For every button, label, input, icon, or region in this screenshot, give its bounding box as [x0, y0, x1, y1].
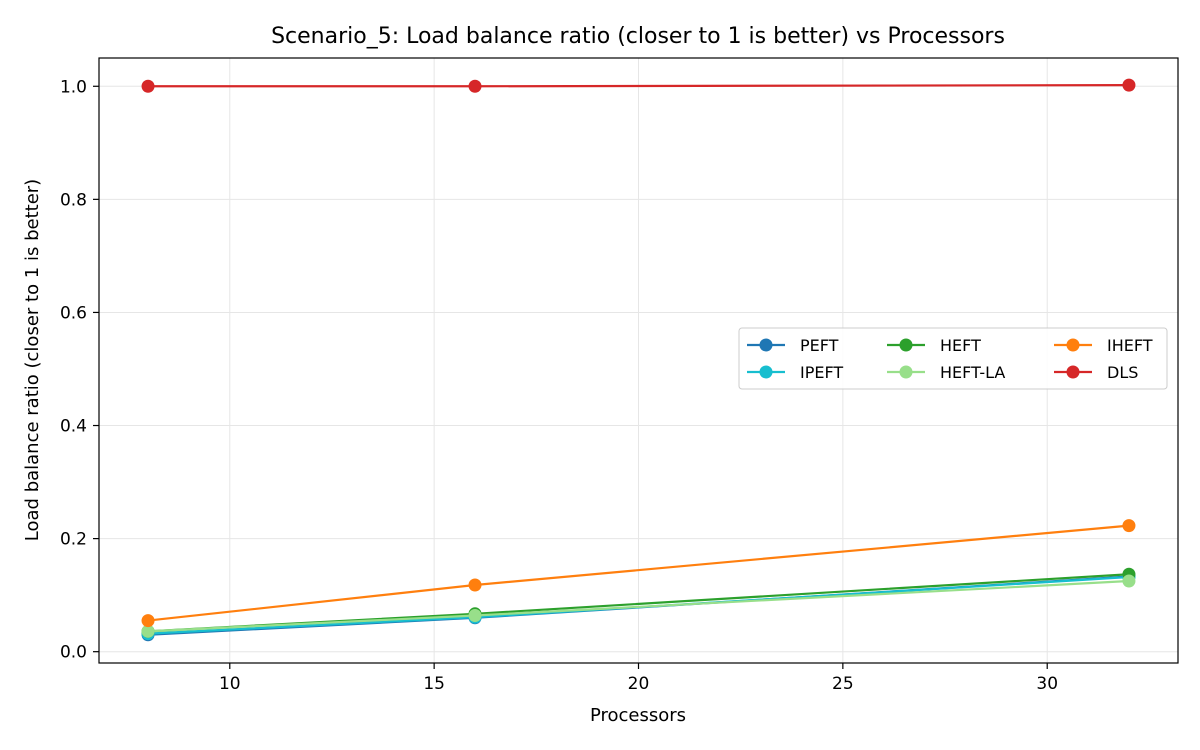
x-tick-label: 10 [219, 674, 241, 694]
ticks-layer: 10 15 20 25 30 0.0 0.2 0.4 0.6 0.8 1.0 [60, 77, 1058, 694]
y-tick-label: 0.8 [60, 190, 87, 210]
legend-box [738, 327, 1168, 390]
series-line-dls [148, 84, 1129, 88]
y-tick-label: 0.2 [60, 530, 87, 550]
x-tick-label: 15 [423, 674, 445, 694]
legend-marker-heft [899, 338, 913, 352]
data-point-iheft [1122, 519, 1136, 533]
data-point-iheft [141, 614, 155, 628]
data-point-dls [468, 79, 482, 93]
data-point-heft-la [141, 624, 155, 638]
y-tick-label: 1.0 [60, 77, 87, 97]
chart-title: Scenario_5: Load balance ratio (closer t… [271, 24, 1005, 49]
data-point-dls [1122, 78, 1136, 92]
legend-marker-dls [1066, 365, 1080, 379]
legend-label-ipeft: IPEFT [800, 363, 843, 382]
legend-label-peft: PEFT [800, 336, 839, 355]
series-markers-layer [141, 78, 1136, 642]
legend-label-heft-la: HEFT-LA [940, 363, 1005, 382]
x-tick-label: 25 [832, 674, 854, 694]
data-point-dls [141, 79, 155, 93]
legend-marker-ipeft [759, 365, 773, 379]
y-tick-label: 0.0 [60, 643, 87, 663]
legend-marker-peft [759, 338, 773, 352]
x-tick-label: 20 [628, 674, 650, 694]
y-axis-label: Load balance ratio (closer to 1 is bette… [22, 179, 43, 541]
x-tick-label: 30 [1036, 674, 1058, 694]
legend-label-heft: HEFT [940, 336, 981, 355]
x-axis-label: Processors [590, 705, 686, 726]
y-tick-label: 0.6 [60, 303, 87, 323]
legend-marker-iheft [1066, 338, 1080, 352]
y-tick-label: 0.4 [60, 417, 87, 437]
legend: PEFT IPEFT HEFT HEFT-LA IHEFT DLS [738, 327, 1168, 390]
legend-label-dls: DLS [1107, 363, 1138, 382]
legend-marker-heft-la [899, 365, 913, 379]
data-point-heft-la [1122, 574, 1136, 588]
data-point-heft-la [468, 609, 482, 623]
legend-label-iheft: IHEFT [1107, 336, 1153, 355]
data-point-iheft [468, 578, 482, 592]
